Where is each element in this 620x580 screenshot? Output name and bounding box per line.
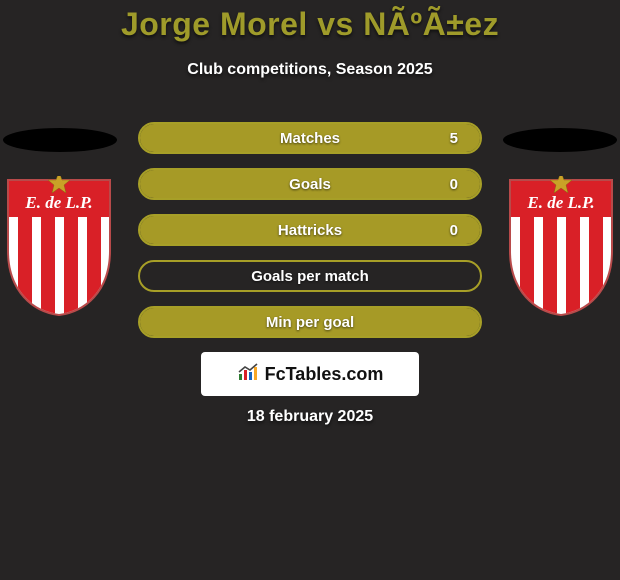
stat-bar-value-right: 5 [450, 124, 458, 152]
stat-bar: Hattricks0 [138, 214, 482, 246]
site-logo-text: FcTables.com [265, 364, 384, 385]
stat-bar: Matches5 [138, 122, 482, 154]
stat-bar-label: Matches [140, 124, 480, 152]
player-shadow-left [3, 128, 117, 152]
stat-bar-label: Min per goal [140, 308, 480, 336]
subtitle: Club competitions, Season 2025 [0, 61, 620, 79]
team-crest-right: E. de L.P. [506, 176, 616, 316]
comparison-card: Jorge Morel vs NÃºÃ±ez Club competitions… [0, 0, 620, 580]
date-label: 18 february 2025 [0, 408, 620, 426]
stat-bar: Goals per match [138, 260, 482, 292]
stat-bar: Goals0 [138, 168, 482, 200]
stat-bar-label: Goals [140, 170, 480, 198]
site-logo-box[interactable]: FcTables.com [201, 352, 419, 396]
team-crest-left: E. de L.P. [4, 176, 114, 316]
stat-bar-label: Hattricks [140, 216, 480, 244]
stat-bar-value-right: 0 [450, 170, 458, 198]
stat-bar-label: Goals per match [140, 262, 480, 290]
crest-text-left: E. de L.P. [24, 193, 92, 212]
stat-bar: Min per goal [138, 306, 482, 338]
stats-bars: Matches5Goals0Hattricks0Goals per matchM… [138, 122, 482, 352]
stat-bar-value-right: 0 [450, 216, 458, 244]
page-title: Jorge Morel vs NÃºÃ±ez [0, 0, 620, 43]
crest-text-right: E. de L.P. [526, 193, 594, 212]
chart-icon [237, 362, 261, 387]
player-shadow-right [503, 128, 617, 152]
